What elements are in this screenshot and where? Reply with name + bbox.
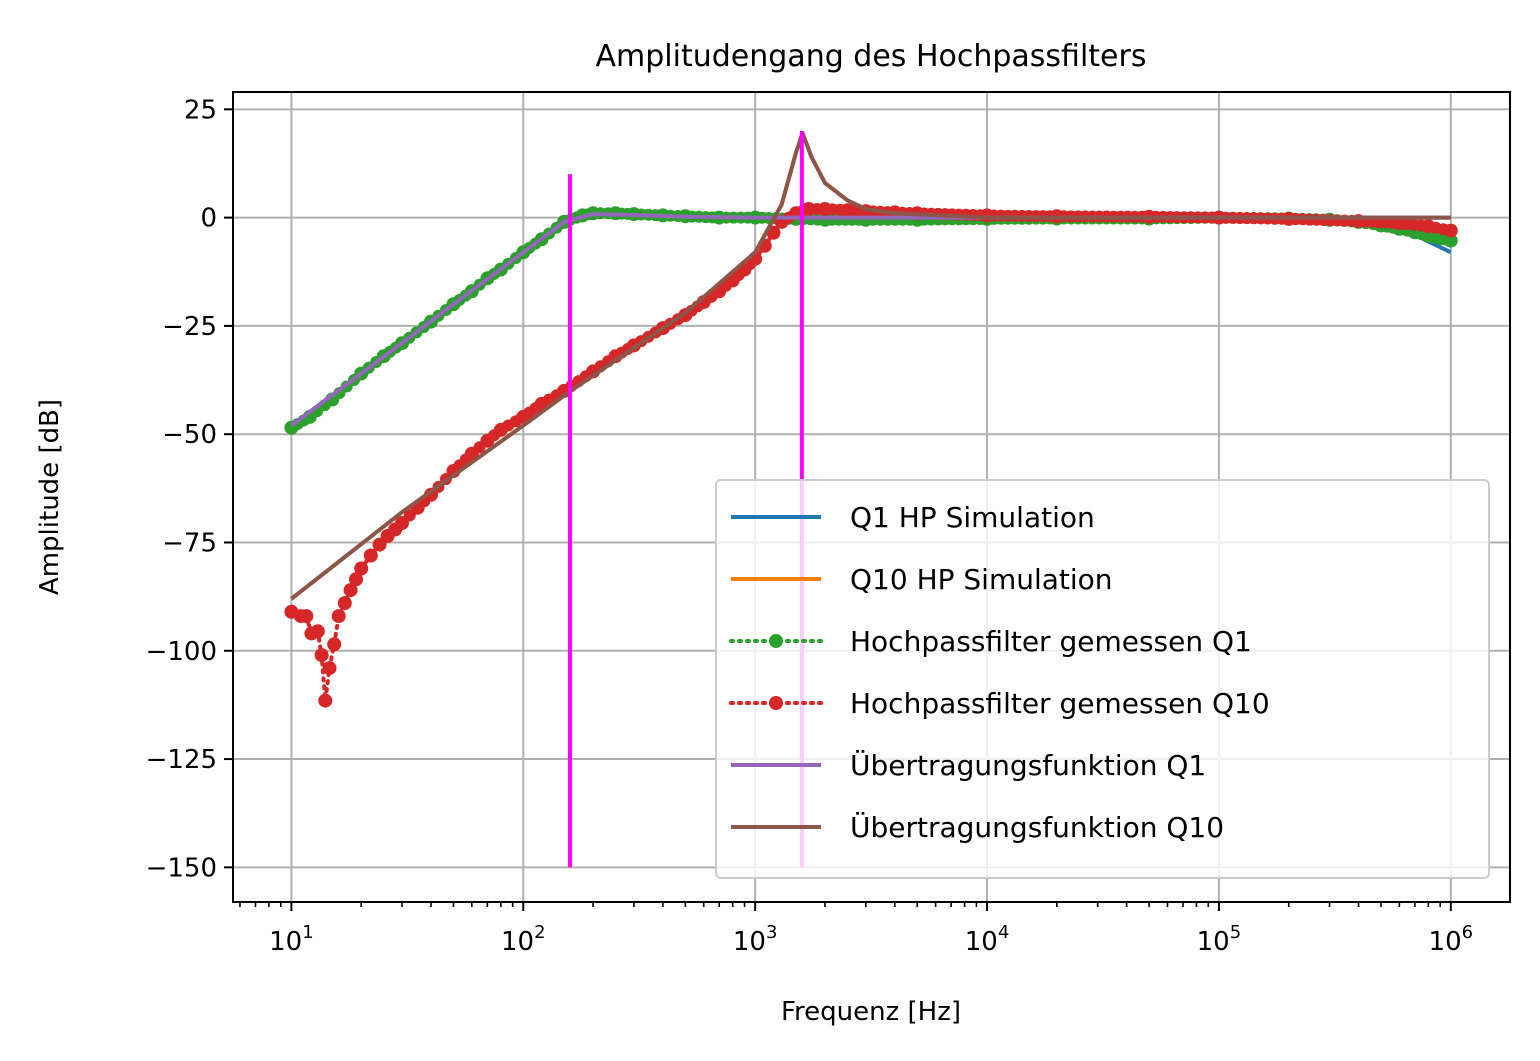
legend-label: Q10 HP Simulation (850, 563, 1113, 596)
hochpassfilter-gemessen-q10-point (310, 624, 325, 639)
axes-frame (232, 91, 1511, 903)
legend-label: Hochpassfilter gemessen Q1 (850, 625, 1252, 658)
hochpassfilter-gemessen-q10-point (299, 609, 314, 624)
y-tick-label: −150 (146, 853, 217, 883)
hochpassfilter-gemessen-q1-point (1443, 233, 1458, 248)
legend-label: Hochpassfilter gemessen Q10 (850, 687, 1270, 720)
chart-title: Amplitudengang des Hochpassfilters (596, 39, 1147, 74)
y-tick-label: 0 (200, 204, 217, 234)
legend-box (715, 479, 1490, 879)
hochpassfilter-gemessen-q10-point (322, 661, 337, 676)
x-tick-label: 105 (1197, 922, 1242, 957)
x-tick-label: 104 (965, 922, 1010, 957)
hochpassfilter-gemessen-q10-point (318, 693, 333, 708)
hochpassfilter-gemessen-q10-point (314, 648, 329, 663)
hochpassfilter-gemessen-q10-point (349, 572, 363, 587)
x-tick-label: 102 (501, 922, 546, 957)
x-tick-label: 101 (269, 922, 314, 957)
legend-label: Q1 HP Simulation (850, 501, 1095, 534)
legend-marker (769, 634, 783, 648)
x-axis: 101 102 103 104 105 106 (239, 902, 1474, 957)
legend-marker (769, 696, 783, 710)
x-tick-label: 106 (1429, 922, 1474, 957)
legend-label: Übertragungsfunktion Q1 (850, 748, 1206, 782)
y-tick-label: −100 (146, 637, 217, 667)
hochpassfilter-gemessen-q10-point (363, 548, 378, 563)
y-tick-label: 25 (184, 95, 217, 125)
hochpassfilter-gemessen-q10-point (1443, 223, 1458, 238)
hochpassfilter-gemessen-q10-point (343, 583, 358, 598)
y-tick-label: −25 (162, 312, 217, 342)
hochpassfilter-gemessen-q10-point (354, 561, 369, 576)
x-tick-label: 103 (733, 922, 778, 957)
y-axis-label: Amplitude [dB] (35, 399, 65, 595)
y-axis: 25 0 −25 −50 −75 −100 −125 −150 (146, 95, 233, 883)
hochpassfilter-gemessen-q10-point (327, 637, 342, 652)
y-tick-label: −75 (162, 528, 217, 558)
hochpassfilter-gemessen-q10-point (337, 596, 352, 611)
y-tick-label: −50 (162, 420, 217, 450)
plot-area (284, 130, 1458, 868)
legend: Q1 HP Simulation Q10 HP Simulation Hochpas… (715, 479, 1490, 879)
legend-label: Übertragungsfunktion Q10 (850, 810, 1224, 844)
hochpassfilter-gemessen-q10-point (331, 609, 346, 624)
y-tick-label: −125 (146, 745, 217, 775)
x-axis-label: Frequenz [Hz] (781, 997, 961, 1027)
